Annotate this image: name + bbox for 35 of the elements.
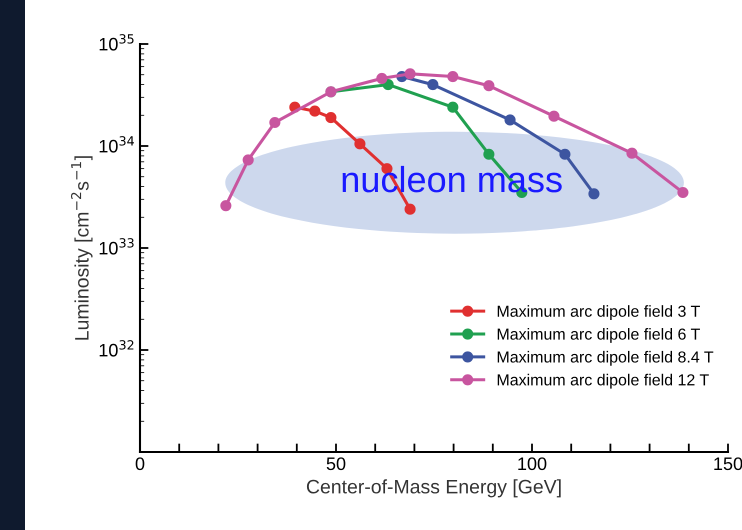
y-axis-title: Luminosity [cm$^{−2}$s$^{−1}$] xyxy=(70,156,93,340)
point xyxy=(404,204,416,215)
legend-label: Maximum arc dipole field 6 T xyxy=(498,328,700,343)
point xyxy=(382,79,394,90)
point xyxy=(309,106,320,117)
point xyxy=(447,102,458,113)
point xyxy=(376,72,388,84)
point xyxy=(588,188,600,200)
y-tick-label: 10$^{35}$ xyxy=(100,34,134,51)
point xyxy=(548,110,560,122)
legend-label: Maximum arc dipole field 3 T xyxy=(498,305,700,320)
y-tick-label: 10$^{33}$ xyxy=(100,238,134,255)
point xyxy=(483,148,494,160)
point xyxy=(504,114,516,126)
y-tick-label: 10$^{34}$ xyxy=(100,136,134,153)
point xyxy=(325,112,336,124)
point xyxy=(626,148,638,159)
x-tick-label: 100 xyxy=(518,457,546,470)
x-axis-title: Center-of-Mass Energy [GeV] xyxy=(306,479,561,498)
point xyxy=(427,79,438,90)
x-tick-label: 150 xyxy=(714,457,742,470)
legend-label: Maximum arc dipole field 8.4 T xyxy=(498,350,714,366)
point xyxy=(354,138,366,150)
legend-label: Maximum arc dipole field 12 T xyxy=(498,374,709,389)
point xyxy=(242,154,254,166)
point xyxy=(483,80,494,92)
point xyxy=(220,200,232,212)
point xyxy=(559,148,570,160)
point xyxy=(677,186,688,198)
point xyxy=(269,116,280,128)
point xyxy=(447,70,458,82)
x-tick-label: 0 xyxy=(136,457,144,470)
x-tick-label: 50 xyxy=(326,457,346,470)
point xyxy=(404,68,416,80)
y-tick-label: 10$^{32}$ xyxy=(100,340,134,357)
